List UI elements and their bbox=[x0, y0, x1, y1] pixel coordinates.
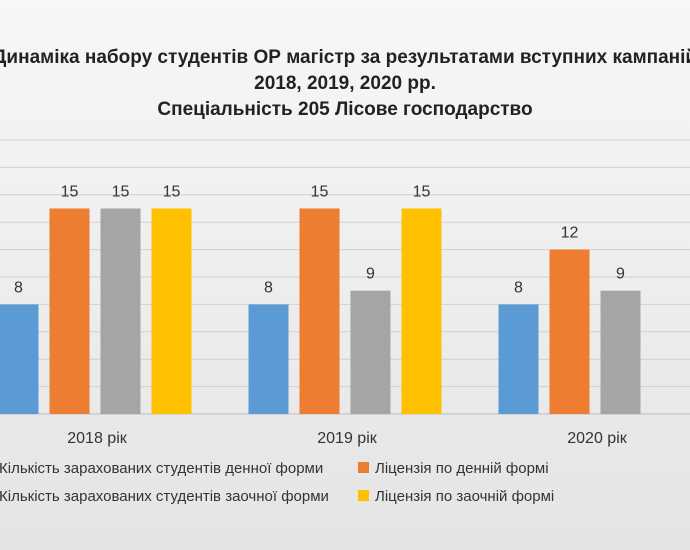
chart-subtitle-specialty: Спеціальність 205 Лісове господарство bbox=[157, 99, 532, 120]
category-label: 2018 рік bbox=[67, 430, 127, 447]
chart-title: Динаміка набору студентів ОР магістр за … bbox=[0, 47, 690, 68]
data-label: 9 bbox=[366, 266, 375, 283]
category-labels: 2018 рік 2019 рік 2020 рік bbox=[67, 430, 627, 447]
bar bbox=[299, 208, 340, 414]
category-label: 2019 рік bbox=[317, 430, 377, 447]
data-label: 9 bbox=[616, 266, 625, 283]
bar bbox=[248, 304, 289, 414]
legend-swatch bbox=[358, 462, 369, 473]
bar bbox=[498, 304, 539, 414]
data-label: 15 bbox=[112, 184, 130, 201]
bars bbox=[0, 208, 641, 414]
data-label: 15 bbox=[311, 184, 329, 201]
legend-entry: Ліцензія по заочній формі bbox=[375, 488, 554, 505]
category-label: 2020 рік bbox=[567, 430, 627, 447]
data-label: 8 bbox=[14, 279, 23, 296]
legend-entry: Кількість зарахованих студентів денної ф… bbox=[0, 460, 323, 477]
data-label: 8 bbox=[514, 279, 523, 296]
data-label: 15 bbox=[61, 184, 79, 201]
bar bbox=[600, 290, 641, 414]
data-label: 8 bbox=[264, 279, 273, 296]
legend-swatch bbox=[358, 490, 369, 501]
legend-entry: Ліцензія по денній формі bbox=[375, 460, 549, 477]
bar bbox=[100, 208, 141, 414]
data-label: 12 bbox=[561, 225, 579, 242]
bar bbox=[0, 304, 39, 414]
data-labels: 8 15 15 15 8 15 9 15 8 12 9 bbox=[14, 184, 625, 297]
bar bbox=[151, 208, 192, 414]
chart-subtitle: 2018, 2019, 2020 рр. bbox=[254, 73, 436, 94]
data-label: 15 bbox=[163, 184, 181, 201]
legend: Кількість зарахованих студентів денної ф… bbox=[0, 460, 554, 505]
data-label: 15 bbox=[413, 184, 431, 201]
bar bbox=[49, 208, 90, 414]
bar bbox=[549, 249, 590, 414]
bar bbox=[350, 290, 391, 414]
legend-entry: Кількість зарахованих студентів заочної … bbox=[0, 488, 329, 505]
bar bbox=[401, 208, 442, 414]
